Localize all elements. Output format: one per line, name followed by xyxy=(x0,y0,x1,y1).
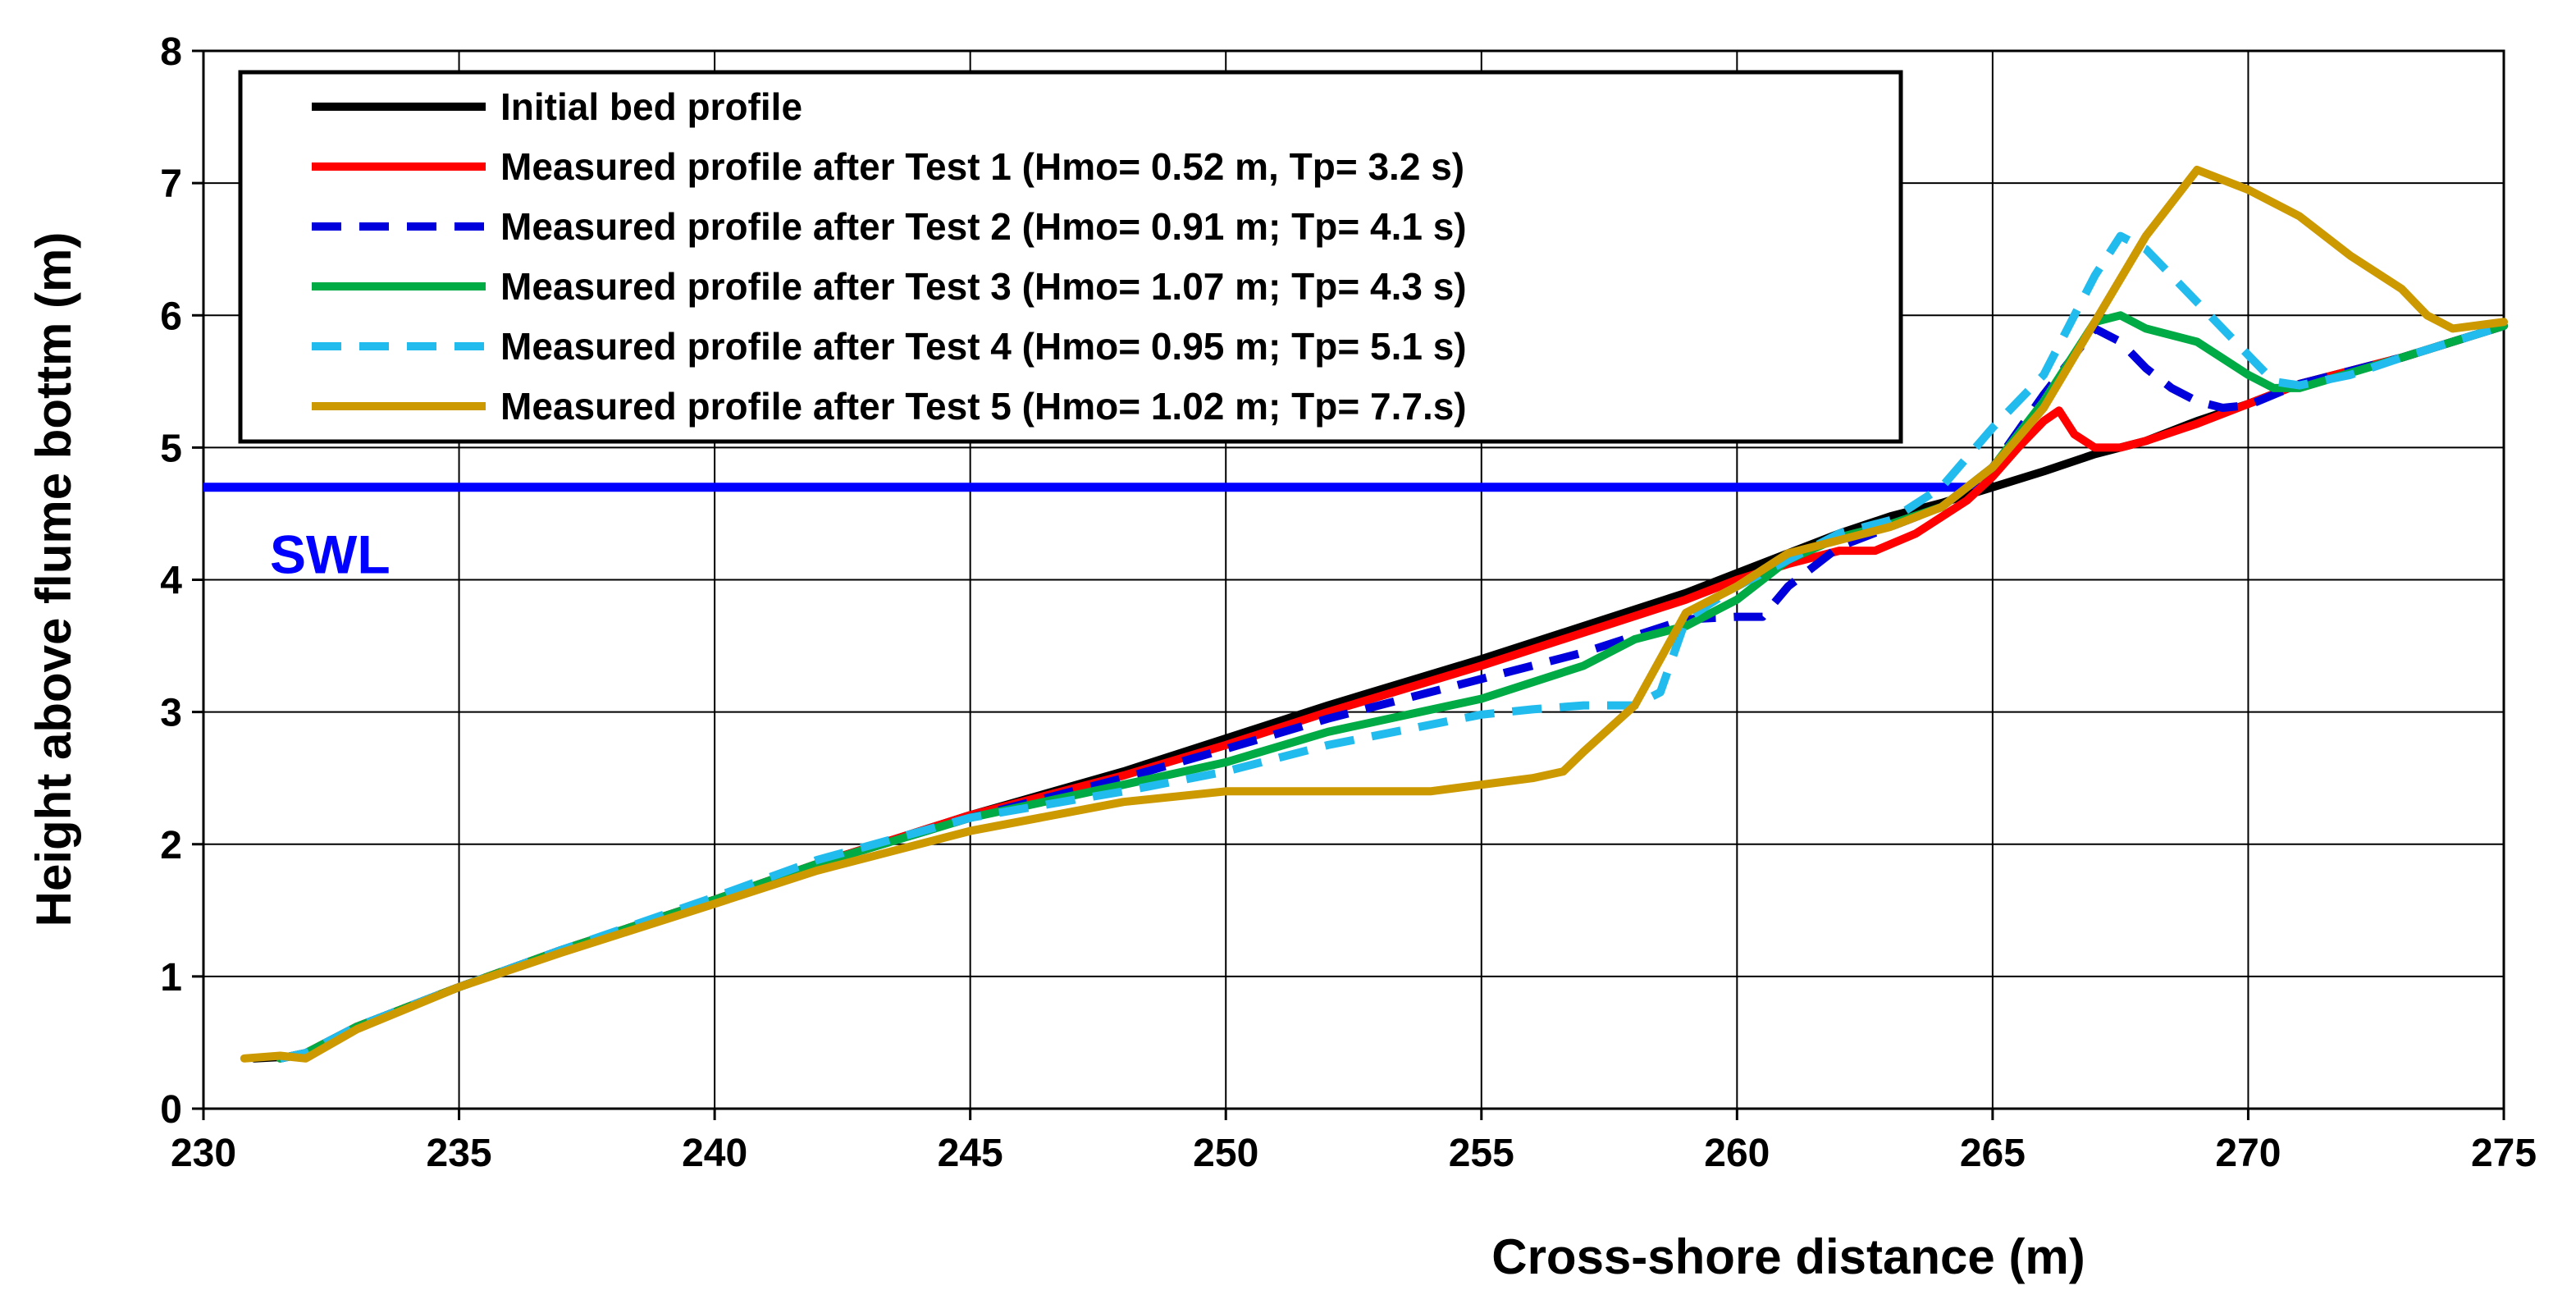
y-tick-label: 5 xyxy=(160,427,182,470)
axis-ticks: 230 235 240 245 250 255 260 265 270 275 0 1 2 3 4 5 6 7 8 xyxy=(160,30,2537,1175)
y-tick-label: 7 xyxy=(160,162,182,206)
swl-label: SWL xyxy=(270,524,391,584)
x-tick-label: 255 xyxy=(1449,1132,1514,1175)
legend-label-5: Measured profile after Test 4 (Hmo= 0.95… xyxy=(500,325,1467,368)
y-tick-label: 0 xyxy=(160,1088,182,1132)
legend: Initial bed profile Measured profile afte… xyxy=(238,70,1903,444)
x-tick-label: 250 xyxy=(1193,1132,1258,1175)
legend-label-3: Measured profile after Test 2 (Hmo= 0.91… xyxy=(500,205,1467,248)
legend-label-6: Measured profile after Test 5 (Hmo= 1.02… xyxy=(500,385,1467,428)
x-tick-label: 265 xyxy=(1960,1132,2026,1175)
swl-layer: SWL xyxy=(203,483,1993,584)
legend-label-4: Measured profile after Test 3 (Hmo= 1.07… xyxy=(500,265,1467,308)
y-tick-label: 3 xyxy=(160,692,182,735)
y-tick-label: 6 xyxy=(160,295,182,338)
series-line-6 xyxy=(240,166,2508,1063)
x-tick-label: 230 xyxy=(171,1132,236,1175)
x-tick-label: 235 xyxy=(427,1132,492,1175)
x-tick-label: 240 xyxy=(682,1132,747,1175)
series-layer xyxy=(240,166,2508,1063)
y-tick-label: 1 xyxy=(160,956,182,1000)
x-tick-label: 260 xyxy=(1704,1132,1770,1175)
y-tick-label: 4 xyxy=(160,560,182,603)
y-tick-label: 2 xyxy=(160,824,182,867)
y-tick-label: 8 xyxy=(160,30,182,74)
x-tick-label: 245 xyxy=(938,1132,1003,1175)
legend-box xyxy=(238,70,1903,444)
y-axis-title: Height above flume bottm (m) xyxy=(26,232,81,927)
x-tick-label: 270 xyxy=(2215,1132,2281,1175)
legend-label-2: Measured profile after Test 1 (Hmo= 0.52… xyxy=(500,145,1464,188)
x-tick-label: 275 xyxy=(2471,1132,2537,1175)
x-axis-title: Cross-shore distance (m) xyxy=(1491,1229,2085,1284)
legend-label-1: Initial bed profile xyxy=(500,85,802,128)
